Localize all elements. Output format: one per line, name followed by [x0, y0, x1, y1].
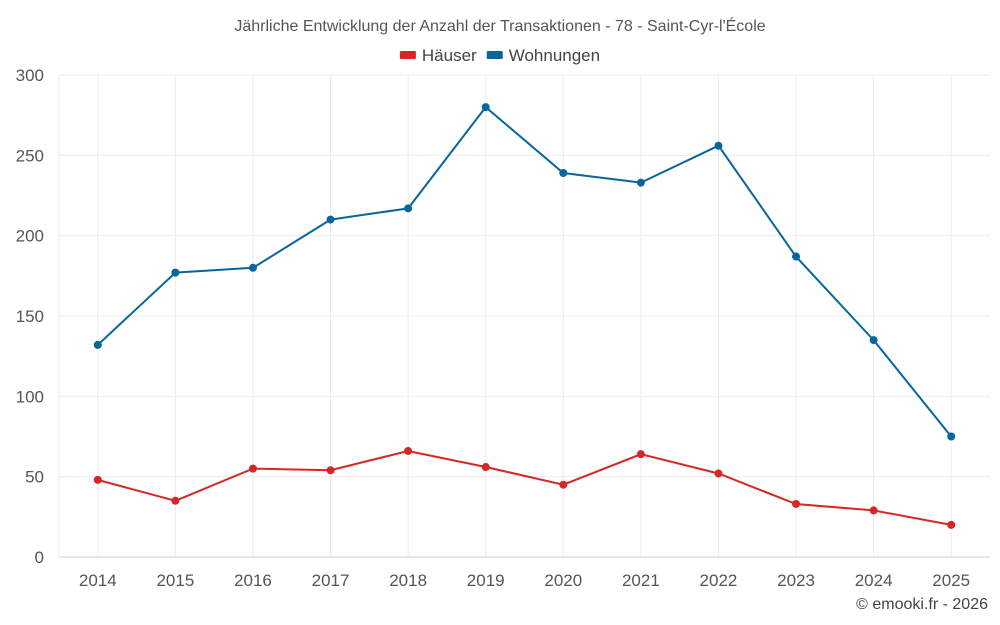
data-point-wohnungen[interactable]	[404, 204, 413, 213]
x-tick-label: 2021	[622, 571, 660, 590]
data-point-h-user[interactable]	[171, 496, 180, 505]
x-axis: 2014 2015 2016 2017 2018 2019 2020 2021 2022 2023…	[79, 571, 970, 590]
data-point-wohnungen[interactable]	[481, 103, 490, 112]
x-tick-label: 2022	[700, 571, 738, 590]
legend-label[interactable]: Wohnungen	[509, 46, 600, 65]
series-layer	[93, 103, 956, 529]
data-point-wohnungen[interactable]	[326, 215, 335, 224]
data-point-wohnungen[interactable]	[636, 178, 645, 187]
y-axis: 0 50 100 150 200 250 300	[16, 66, 44, 567]
x-tick-label: 2023	[777, 571, 815, 590]
data-point-wohnungen[interactable]	[869, 336, 878, 345]
y-tick-label: 0	[35, 548, 44, 567]
data-point-wohnungen[interactable]	[248, 263, 257, 272]
data-point-wohnungen[interactable]	[93, 340, 102, 349]
x-tick-label: 2019	[467, 571, 505, 590]
data-point-h-user[interactable]	[248, 464, 257, 473]
data-point-h-user[interactable]	[559, 480, 568, 489]
series-line-wohnungen	[97, 105, 952, 438]
data-point-h-user[interactable]	[792, 499, 801, 508]
x-tick-label: 2017	[312, 571, 350, 590]
data-point-h-user[interactable]	[326, 466, 335, 475]
y-tick-label: 50	[25, 468, 44, 487]
y-tick-label: 300	[16, 66, 44, 85]
x-tick-label: 2015	[156, 571, 194, 590]
y-tick-label: 100	[16, 387, 44, 406]
x-tick-label: 2014	[79, 571, 117, 590]
legend-swatch	[486, 51, 503, 59]
data-point-wohnungen[interactable]	[792, 252, 801, 261]
data-point-wohnungen[interactable]	[714, 141, 723, 150]
x-tick-label: 2018	[389, 571, 427, 590]
legend-swatch	[399, 51, 416, 59]
series-line-h-user	[97, 449, 952, 526]
x-tick-label: 2020	[544, 571, 582, 590]
y-tick-label: 200	[16, 227, 44, 246]
data-point-h-user[interactable]	[869, 506, 878, 515]
data-point-h-user[interactable]	[404, 446, 413, 455]
y-tick-label: 250	[16, 146, 44, 165]
data-point-h-user[interactable]	[93, 475, 102, 484]
x-tick-label: 2025	[932, 571, 970, 590]
data-point-h-user[interactable]	[636, 450, 645, 459]
grid	[58, 74, 990, 558]
data-point-h-user[interactable]	[481, 463, 490, 472]
data-point-wohnungen[interactable]	[559, 169, 568, 178]
data-point-h-user[interactable]	[947, 520, 956, 529]
legend: Häuser Wohnungen	[399, 46, 600, 65]
legend-label[interactable]: Häuser	[422, 46, 477, 65]
x-tick-label: 2024	[855, 571, 893, 590]
credit-text: © emooki.fr - 2026	[856, 596, 988, 613]
data-point-wohnungen[interactable]	[947, 432, 956, 441]
data-point-h-user[interactable]	[714, 469, 723, 478]
chart-title: Jährliche Entwicklung der Anzahl der Tra…	[234, 16, 765, 35]
x-tick-label: 2016	[234, 571, 272, 590]
data-point-wohnungen[interactable]	[171, 268, 180, 277]
y-tick-label: 150	[16, 307, 44, 326]
